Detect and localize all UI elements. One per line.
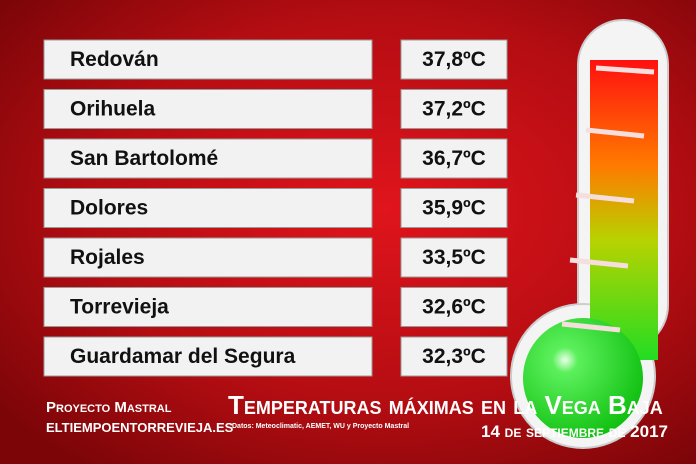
place-name: Orihuela bbox=[70, 98, 156, 121]
place-name: Redován bbox=[70, 48, 159, 71]
thermometer bbox=[510, 19, 669, 449]
temp-cell bbox=[400, 287, 508, 327]
brand: Proyecto Mastral bbox=[46, 399, 172, 416]
temp-cell bbox=[400, 336, 508, 377]
temperature: 35,9ºC bbox=[422, 197, 486, 220]
table: Redován 37,8ºC Orihuela 37,2ºC San Bartolomé… bbox=[43, 39, 508, 377]
name-cell bbox=[43, 89, 373, 129]
site: ELTIEMPOENTORREVIEJA.ES bbox=[46, 420, 234, 435]
name-cell bbox=[43, 287, 373, 327]
name-cell bbox=[43, 138, 373, 179]
place-name: Guardamar del Segura bbox=[70, 345, 296, 368]
temp-cell bbox=[400, 237, 508, 278]
name-cell bbox=[43, 237, 373, 278]
temperature: 32,6ºC bbox=[422, 296, 486, 319]
temp-cell bbox=[400, 138, 508, 179]
date: 14 de septiembre de 2017 bbox=[481, 422, 668, 441]
temp-cell bbox=[400, 188, 508, 228]
temperature: 33,5ºC bbox=[422, 246, 486, 269]
temperature: 36,7ºC bbox=[422, 147, 486, 170]
temperature: 32,3ºC bbox=[422, 345, 486, 368]
temp-cell bbox=[400, 89, 508, 129]
place-name: San Bartolomé bbox=[70, 147, 218, 170]
sources: Datos: Meteoclimatic, AEMET, WU y Proyec… bbox=[232, 423, 409, 430]
temperature: 37,8ºC bbox=[422, 48, 486, 71]
place-name: Torrevieja bbox=[70, 296, 169, 319]
name-cell bbox=[43, 188, 373, 228]
name-cell bbox=[43, 39, 373, 80]
place-name: Rojales bbox=[70, 246, 145, 269]
place-name: Dolores bbox=[70, 197, 148, 220]
temp-cell bbox=[400, 39, 508, 80]
title: Temperaturas máximas en la Vega Baja bbox=[228, 390, 663, 420]
temperature: 37,2ºC bbox=[422, 98, 486, 121]
name-cell bbox=[43, 336, 373, 377]
